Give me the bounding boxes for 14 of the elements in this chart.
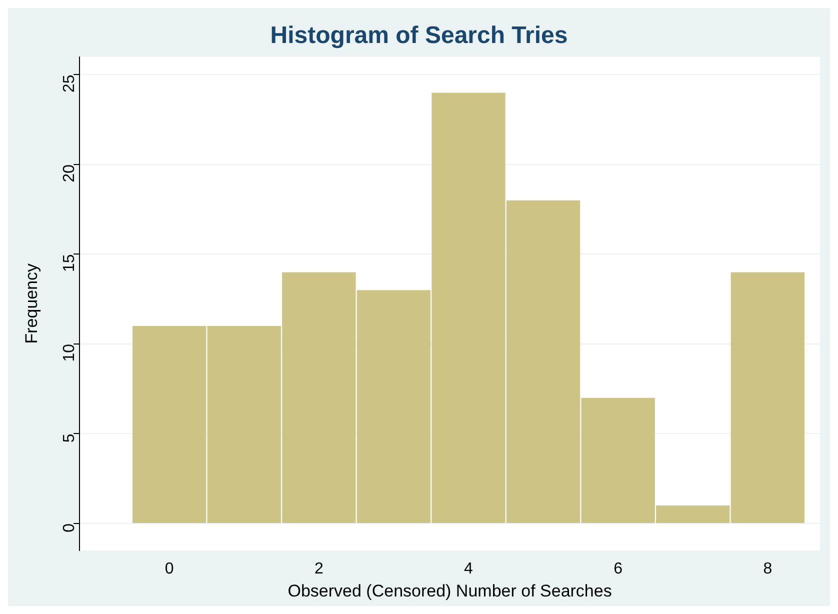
x-tick-label: 4 bbox=[464, 560, 474, 578]
y-tick-label: 5 bbox=[61, 434, 78, 443]
y-tick-label: 0 bbox=[61, 523, 78, 532]
y-tick-label: 15 bbox=[61, 254, 78, 272]
x-tick-label: 8 bbox=[763, 560, 772, 578]
chart-title: Histogram of Search Tries bbox=[270, 22, 568, 50]
x-tick-label: 2 bbox=[314, 560, 324, 578]
x-tick-label: 0 bbox=[164, 560, 174, 578]
y-tick-label: 25 bbox=[61, 74, 78, 93]
y-axis-title: Frequency bbox=[22, 262, 41, 344]
x-axis-title: Observed (Censored) Number of Searches bbox=[288, 581, 612, 600]
x-tick-label: 6 bbox=[614, 560, 623, 578]
y-tick-label: 10 bbox=[61, 344, 78, 362]
y-tick-label: 20 bbox=[61, 164, 78, 182]
